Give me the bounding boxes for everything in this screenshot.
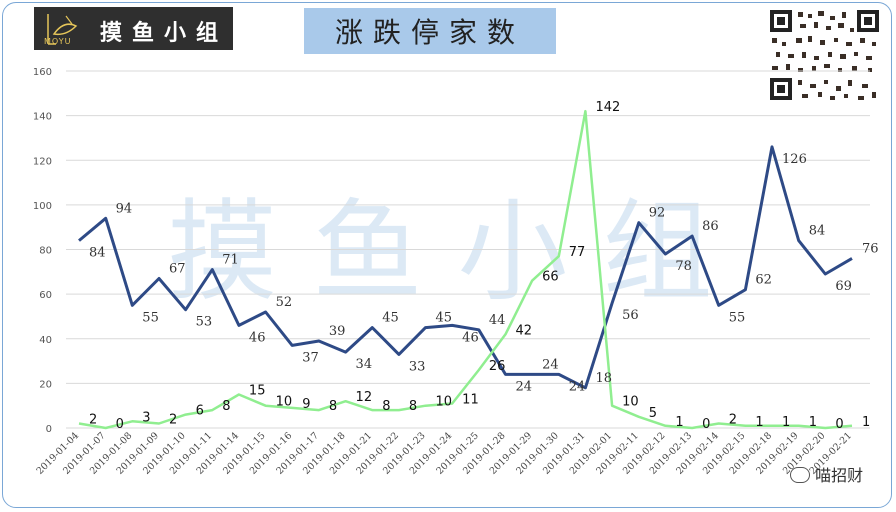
data-label-light: 66 xyxy=(542,270,559,285)
data-label-dark: 24 xyxy=(542,357,559,372)
data-label-light: 15 xyxy=(249,384,266,399)
brand-logo: MOYU 摸鱼小组 xyxy=(34,7,233,50)
data-label-light: 8 xyxy=(329,399,337,414)
data-label-dark: 44 xyxy=(489,313,506,328)
y-tick-label: 140 xyxy=(33,112,52,123)
y-axis-ticks: 0 20 40 60 80 100 120 140 160 xyxy=(33,67,52,435)
data-label-light: 8 xyxy=(382,399,390,414)
wechat-label: 喵招财 xyxy=(815,466,864,485)
y-tick-label: 80 xyxy=(39,246,52,257)
series-line-light xyxy=(78,109,853,430)
data-label-light: 5 xyxy=(649,406,657,421)
data-label-dark: 84 xyxy=(809,224,826,239)
data-label-light: 2 xyxy=(89,413,97,428)
data-label-dark: 78 xyxy=(675,259,692,274)
data-label-dark: 94 xyxy=(116,201,133,216)
data-label-light: 1 xyxy=(862,415,870,430)
data-label-light: 2 xyxy=(169,413,177,428)
data-label-light: 0 xyxy=(702,417,710,432)
data-label-dark: 24 xyxy=(515,379,532,394)
x-axis-ticks: 2019-01-042019-01-072019-01-082019-01-09… xyxy=(35,430,855,477)
data-label-light: 10 xyxy=(436,395,453,410)
qr-code-icon xyxy=(768,8,881,102)
y-tick-label: 60 xyxy=(39,290,52,301)
data-label-light: 9 xyxy=(302,397,310,412)
data-label-light: 1 xyxy=(782,415,790,430)
data-label-dark: 45 xyxy=(382,311,399,326)
data-label-light: 0 xyxy=(835,417,843,432)
data-label-dark: 37 xyxy=(302,350,319,365)
data-label-light: 2 xyxy=(729,413,737,428)
y-tick-label: 160 xyxy=(33,67,52,78)
data-label-dark: 56 xyxy=(622,308,639,323)
y-tick-label: 100 xyxy=(33,201,52,212)
data-label-dark: 126 xyxy=(782,152,807,167)
data-label-light: 26 xyxy=(489,359,506,374)
wechat-footer: 喵招财 xyxy=(790,462,863,486)
data-label-dark: 45 xyxy=(436,311,453,326)
data-label-dark: 86 xyxy=(702,219,719,234)
data-label-light: 1 xyxy=(675,415,683,430)
data-label-dark: 62 xyxy=(755,273,772,288)
data-label-light: 142 xyxy=(595,100,620,115)
data-label-light: 6 xyxy=(196,404,204,419)
data-label-light: 8 xyxy=(409,399,417,414)
data-label-light: 12 xyxy=(356,390,373,405)
data-label-dark: 55 xyxy=(142,310,159,325)
wechat-icon xyxy=(790,467,810,483)
data-label-light: 10 xyxy=(276,395,293,410)
data-label-light: 42 xyxy=(515,323,532,338)
series-lines xyxy=(78,109,853,430)
data-label-dark: 67 xyxy=(169,262,186,277)
data-label-dark: 53 xyxy=(196,315,213,330)
data-label-dark: 52 xyxy=(276,295,293,310)
data-label-dark: 84 xyxy=(89,246,106,261)
data-label-dark: 18 xyxy=(595,371,612,386)
y-tick-label: 40 xyxy=(39,335,52,346)
y-tick-label: 120 xyxy=(33,156,52,167)
data-label-dark: 71 xyxy=(222,253,239,268)
data-label-light: 0 xyxy=(116,417,124,432)
data-label-dark: 24 xyxy=(569,379,586,394)
logo-brand-text: MOYU xyxy=(44,37,72,46)
data-label-dark: 46 xyxy=(462,330,479,345)
data-label-light: 77 xyxy=(569,245,586,260)
data-label-light: 1 xyxy=(755,415,763,430)
data-label-dark: 34 xyxy=(356,357,373,372)
data-label-dark: 33 xyxy=(409,359,426,374)
logo-name-text: 摸鱼小组 xyxy=(100,21,229,46)
data-label-light: 8 xyxy=(222,399,230,414)
data-label-light: 1 xyxy=(809,415,817,430)
series-line-dark xyxy=(78,145,853,390)
data-label-dark: 55 xyxy=(729,310,746,325)
data-label-light: 10 xyxy=(622,395,639,410)
data-label-dark: 39 xyxy=(329,324,346,339)
data-label-dark: 92 xyxy=(649,206,666,221)
y-tick-label: 0 xyxy=(46,424,52,435)
data-label-light: 3 xyxy=(142,410,150,425)
watermark-text: 摸 鱼 小 组 xyxy=(168,188,713,316)
data-label-dark: 69 xyxy=(835,279,852,294)
grid xyxy=(66,70,870,429)
data-label-dark: 76 xyxy=(862,241,879,256)
chart-title-box: 涨跌停家数 xyxy=(304,8,556,54)
y-tick-label: 20 xyxy=(39,379,52,390)
data-label-dark: 46 xyxy=(249,330,266,345)
fish-logo-icon xyxy=(47,14,78,45)
data-label-light: 11 xyxy=(462,392,479,407)
chart-title: 涨跌停家数 xyxy=(334,16,525,49)
data-labels: 8494556753714652373934453345464424242418… xyxy=(89,100,879,432)
